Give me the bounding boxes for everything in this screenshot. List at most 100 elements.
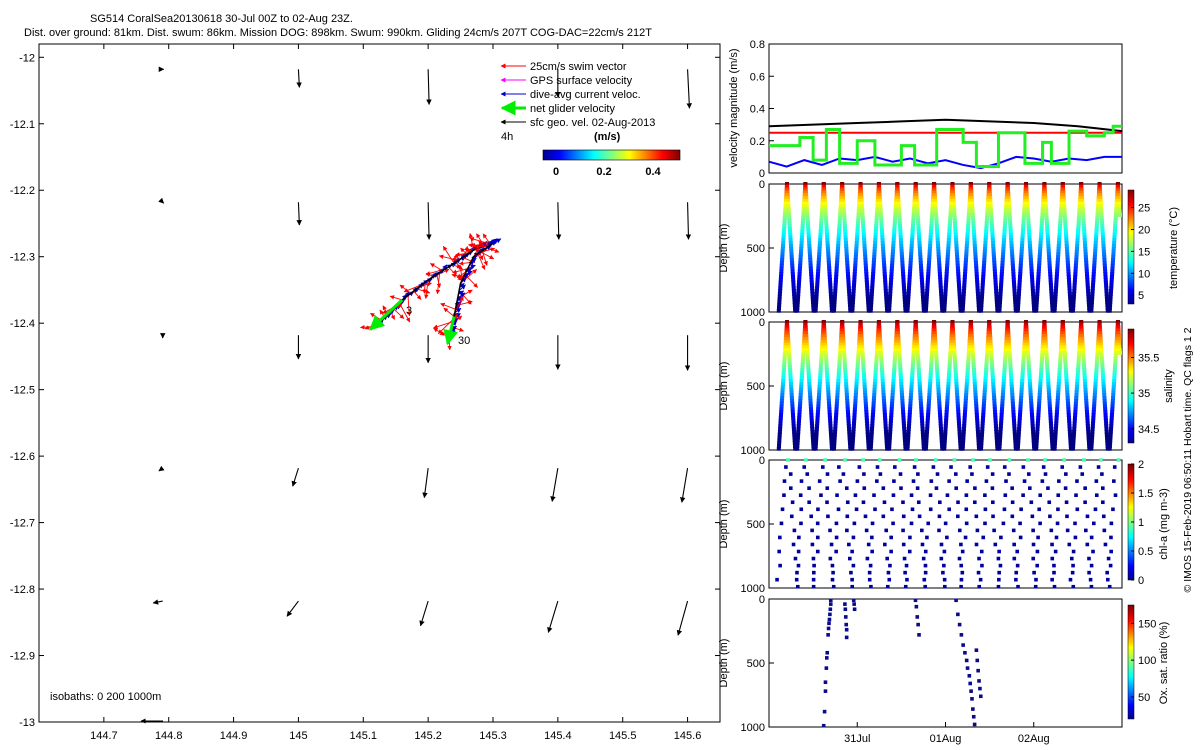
section-point xyxy=(823,207,828,212)
section-point xyxy=(965,232,970,237)
section-point xyxy=(999,280,1004,285)
section-point xyxy=(878,342,883,347)
section-point xyxy=(859,204,864,209)
section-point xyxy=(1098,190,1103,195)
section-point xyxy=(865,289,870,294)
section-point xyxy=(829,305,834,310)
section-point xyxy=(888,280,893,285)
section-point xyxy=(875,465,880,469)
section-point xyxy=(1067,280,1072,285)
section-point xyxy=(1075,370,1080,375)
section-point xyxy=(1114,207,1119,212)
section-point xyxy=(1014,577,1018,582)
section-point xyxy=(988,345,993,350)
section-point xyxy=(785,196,790,201)
section-point xyxy=(1054,286,1059,291)
section-point xyxy=(845,514,850,519)
section-point xyxy=(951,201,956,206)
section-point xyxy=(1008,232,1013,237)
section-point xyxy=(1010,258,1015,263)
section-point xyxy=(920,280,925,285)
section-point xyxy=(791,274,796,279)
section-point xyxy=(979,305,984,310)
section-point xyxy=(779,269,784,274)
section-point xyxy=(1056,393,1061,398)
section-point xyxy=(818,367,823,372)
section-point xyxy=(1049,435,1054,440)
section-point xyxy=(979,435,984,440)
section-point xyxy=(1111,255,1116,260)
section-point xyxy=(846,424,851,429)
section-point xyxy=(1016,297,1021,302)
section-point xyxy=(827,404,832,409)
section-point xyxy=(957,429,962,434)
section-point xyxy=(889,412,894,417)
section-point xyxy=(957,556,962,561)
section-point xyxy=(1109,415,1114,420)
section-point xyxy=(988,339,993,344)
section-point xyxy=(1035,294,1040,299)
section-point xyxy=(1095,353,1100,358)
section-point xyxy=(983,507,988,512)
section-point xyxy=(820,336,825,341)
section-point xyxy=(1069,556,1074,561)
section-point xyxy=(984,359,989,364)
section-point xyxy=(914,336,919,341)
section-point xyxy=(952,212,957,217)
geo-vector xyxy=(676,600,689,636)
section-point xyxy=(942,303,947,308)
section-point xyxy=(843,238,848,243)
section-point xyxy=(1067,283,1072,288)
section-point xyxy=(964,252,969,257)
map-xtick-label: 145.5 xyxy=(609,730,637,742)
section-point xyxy=(873,376,878,381)
section-point xyxy=(1011,274,1016,279)
section-point xyxy=(933,348,938,353)
section-point xyxy=(1087,305,1092,310)
section-point xyxy=(946,379,951,384)
section-point xyxy=(1008,362,1013,367)
section-point xyxy=(822,198,827,203)
section-point xyxy=(782,479,787,483)
section-point xyxy=(1080,334,1085,339)
section-point xyxy=(981,407,986,412)
section-point xyxy=(906,427,911,432)
section-point xyxy=(871,263,876,268)
section-point xyxy=(815,521,820,526)
section-point xyxy=(928,379,933,384)
section-point xyxy=(1116,331,1121,336)
section-point xyxy=(834,266,839,271)
section-point xyxy=(816,266,821,271)
section-point xyxy=(984,218,989,223)
section-point xyxy=(811,303,816,308)
section-point xyxy=(1083,252,1088,257)
section-point xyxy=(1046,376,1051,381)
section-point xyxy=(858,182,863,186)
section-point xyxy=(790,404,795,409)
section-point xyxy=(1024,325,1029,330)
section-point xyxy=(848,305,853,310)
section-point xyxy=(858,320,863,324)
section-point xyxy=(1035,432,1040,437)
section-point xyxy=(870,412,875,417)
section-point xyxy=(788,373,793,378)
section-point xyxy=(820,207,825,212)
section-point xyxy=(1076,365,1081,370)
section-point xyxy=(1105,446,1110,451)
section-point xyxy=(797,415,802,420)
section-point xyxy=(820,345,825,350)
section-point xyxy=(824,666,829,670)
section-point xyxy=(953,359,958,364)
section-point xyxy=(1066,272,1071,277)
section-point xyxy=(908,260,913,265)
section-point xyxy=(1038,246,1043,251)
section-point xyxy=(1043,198,1048,203)
section-point xyxy=(1064,500,1069,505)
section-point xyxy=(1057,367,1062,372)
section-point xyxy=(1076,215,1081,220)
map-ytick-label: -12.4 xyxy=(10,318,35,330)
section-point xyxy=(1083,486,1087,490)
section-point xyxy=(1066,266,1071,271)
section-point xyxy=(1071,303,1076,308)
